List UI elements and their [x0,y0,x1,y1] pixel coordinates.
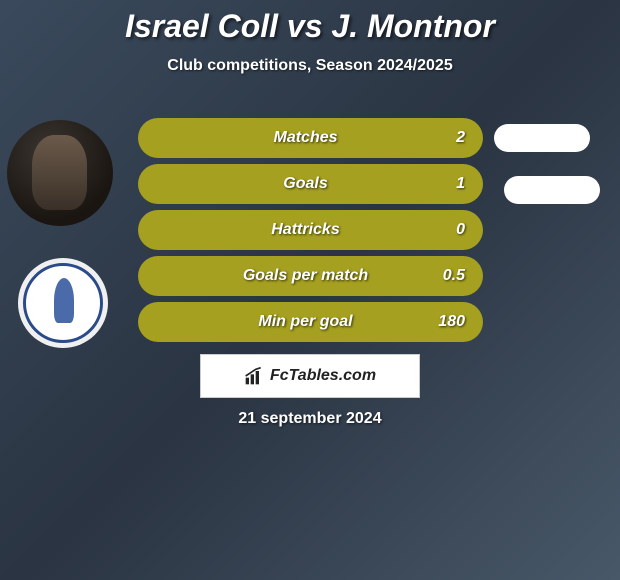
stat-value: 180 [425,313,465,331]
player-1-avatar [7,120,113,226]
stat-row-hattricks: Hattricks 0 [138,210,483,250]
stat-label: Hattricks [156,221,425,239]
stat-label: Min per goal [156,313,425,331]
player-2-avatar [18,258,108,348]
brand-link[interactable]: FcTables.com [200,354,420,398]
club-crest-icon [23,263,103,343]
stat-row-matches: Matches 2 [138,118,483,158]
stat-label: Goals per match [156,267,425,285]
snapshot-date: 21 september 2024 [0,410,620,428]
stat-row-min-per-goal: Min per goal 180 [138,302,483,342]
side-pill-2 [504,176,600,204]
chart-icon [244,366,264,386]
comparison-subtitle: Club competitions, Season 2024/2025 [0,57,620,75]
comparison-title: Israel Coll vs J. Montnor [0,0,620,45]
stat-row-goals: Goals 1 [138,164,483,204]
stat-label: Matches [156,129,425,147]
stat-label: Goals [156,175,425,193]
stat-value: 0.5 [425,267,465,285]
stats-container: Matches 2 Goals 1 Hattricks 0 Goals per … [138,118,483,348]
stat-row-goals-per-match: Goals per match 0.5 [138,256,483,296]
side-pill-1 [494,124,590,152]
stat-value: 2 [425,129,465,147]
stat-value: 0 [425,221,465,239]
brand-text: FcTables.com [270,367,376,385]
stat-value: 1 [425,175,465,193]
